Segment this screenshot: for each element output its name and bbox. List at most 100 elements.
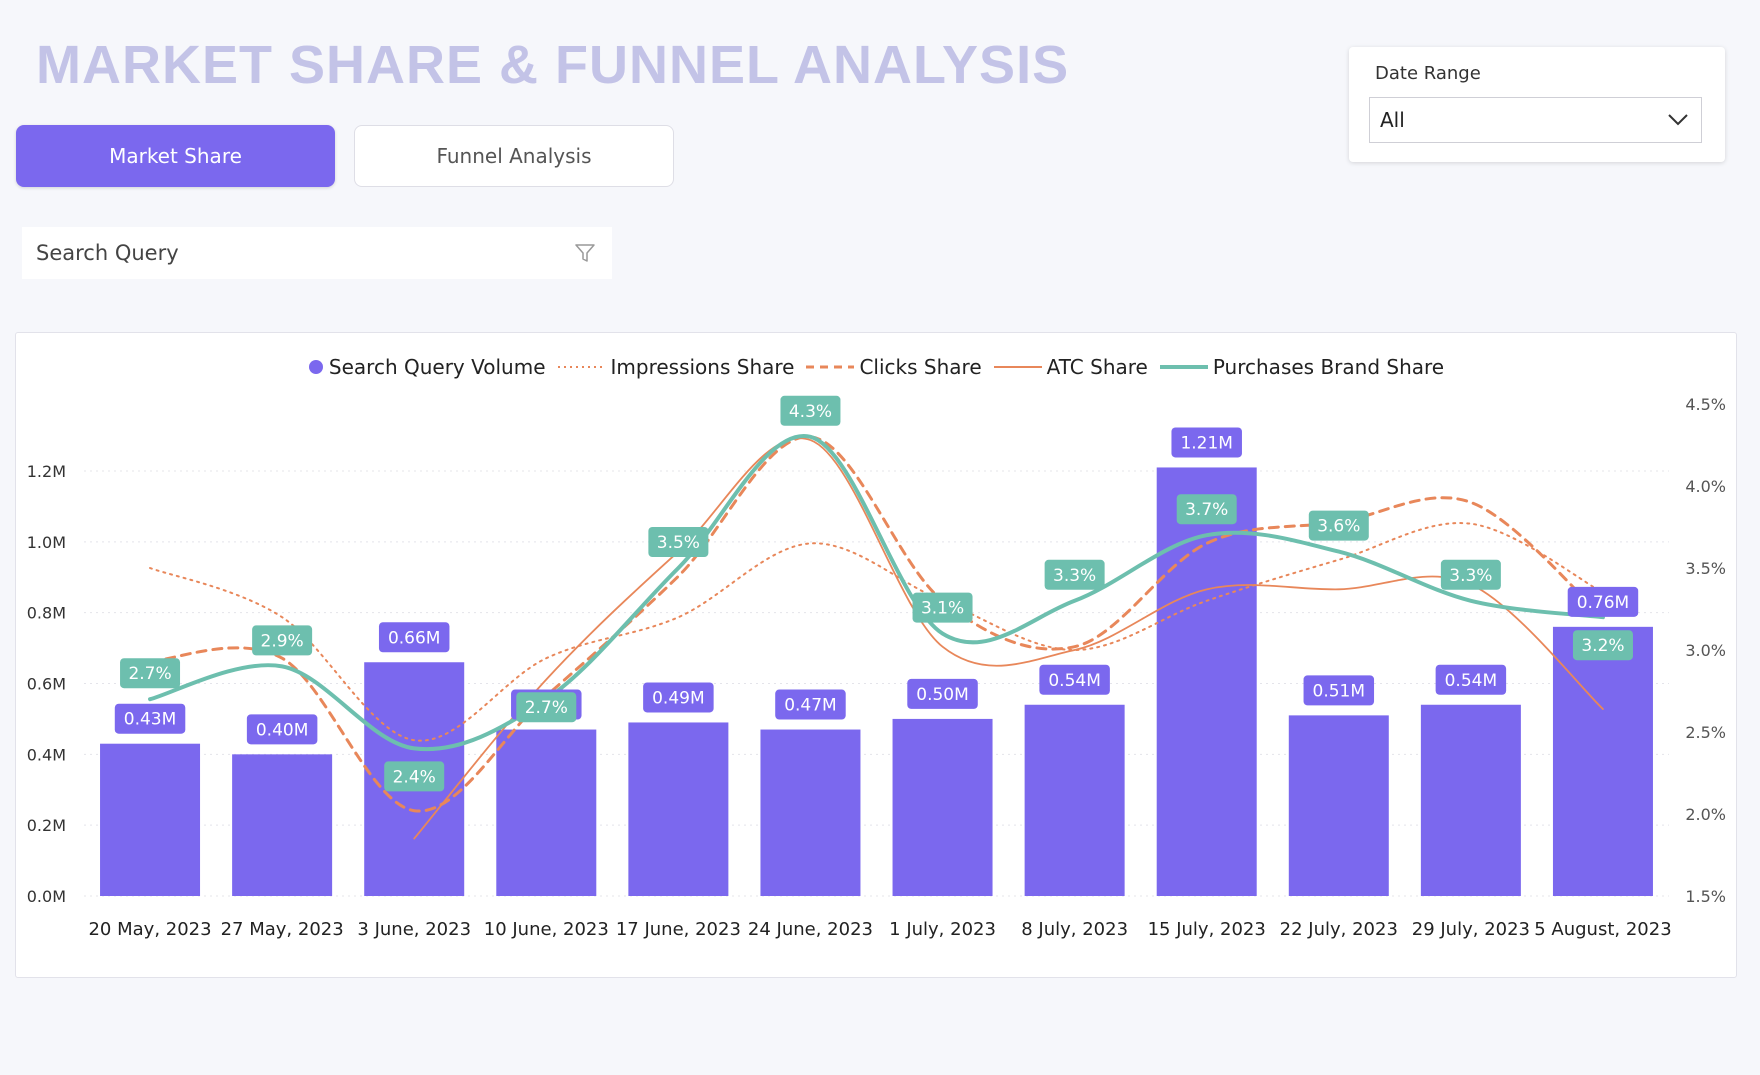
x-axis-tick: 3 June, 2023 xyxy=(357,919,471,940)
legend-label: Purchases Brand Share xyxy=(1212,355,1445,379)
y-axis-left-tick: 0.6M xyxy=(27,675,66,694)
data-label-text: 3.1% xyxy=(921,599,964,619)
legend-item-purchases-brand-share[interactable]: Purchases Brand Share xyxy=(1159,355,1445,379)
search-query-filter[interactable]: Search Query xyxy=(22,227,612,279)
legend-label: Search Query Volume xyxy=(328,355,546,379)
legend-item-search-query-volume[interactable]: Search Query Volume xyxy=(308,355,546,379)
data-label-text: 0.54M xyxy=(1445,671,1498,691)
data-label-text: 3.6% xyxy=(1317,517,1360,537)
data-label-box xyxy=(1039,664,1110,695)
bar-value-label: 0.54M xyxy=(1435,664,1507,695)
bar-value-label: 0.66M xyxy=(378,622,450,653)
data-label-box xyxy=(1440,559,1501,590)
purchases-share-label: 4.3% xyxy=(780,395,841,426)
data-label-text: 0.51M xyxy=(1313,681,1366,701)
purchases-share-label: 3.7% xyxy=(1176,494,1237,525)
purchases-share-label: 3.6% xyxy=(1308,510,1369,541)
data-label-box xyxy=(775,689,846,720)
bar-value-label: 0.49M xyxy=(643,682,714,713)
y-axis-left-tick: 0.0M xyxy=(27,887,66,906)
series-line-impressions-share xyxy=(149,522,1604,742)
data-label-text: 0.50M xyxy=(916,685,969,705)
purchases-share-label: 3.2% xyxy=(1572,630,1633,661)
data-label-text: 3.2% xyxy=(1581,636,1624,656)
data-label-box xyxy=(1435,664,1507,695)
legend-item-impressions-share[interactable]: Impressions Share xyxy=(557,355,795,379)
x-axis-tick: 5 August, 2023 xyxy=(1534,919,1671,940)
filter-icon[interactable] xyxy=(574,242,596,264)
date-range-label: Date Range xyxy=(1375,63,1481,84)
purchases-share-label: 2.9% xyxy=(252,625,313,656)
bar-value-label: 0.40M xyxy=(246,714,318,745)
data-label-text: 2.9% xyxy=(261,631,304,651)
data-label-box xyxy=(1567,586,1639,617)
y-axis-right-tick: 4.0% xyxy=(1685,477,1726,496)
x-axis-tick: 29 July, 2023 xyxy=(1412,919,1530,940)
purchases-share-label: 3.5% xyxy=(648,527,709,557)
date-range-value: All xyxy=(1380,108,1405,132)
data-label-text: 0.66M xyxy=(388,628,441,648)
bar xyxy=(1156,467,1257,896)
x-axis-tick: 24 June, 2023 xyxy=(748,919,873,940)
data-label-text: 2.4% xyxy=(393,767,436,787)
legend-label: Impressions Share xyxy=(610,355,795,379)
tab-funnel-analysis[interactable]: Funnel Analysis xyxy=(354,125,674,187)
y-axis-left-tick: 0.2M xyxy=(27,816,66,835)
y-axis-left-tick: 1.2M xyxy=(27,462,66,481)
data-label-box xyxy=(378,622,450,653)
bar xyxy=(892,718,993,896)
series-line-atc-share xyxy=(413,437,1604,840)
data-label-box xyxy=(912,592,973,623)
y-axis-left-tick: 0.8M xyxy=(27,604,66,623)
tab-market-share[interactable]: Market Share xyxy=(16,125,335,187)
y-axis-right-tick: 3.5% xyxy=(1685,559,1726,578)
data-label-text: 0.76M xyxy=(1577,593,1630,613)
data-label-box xyxy=(252,625,313,656)
data-label-text: 1.21M xyxy=(1180,433,1233,453)
tab-market-share-label: Market Share xyxy=(109,144,242,168)
legend-label: Clicks Share xyxy=(859,355,982,379)
date-range-dropdown[interactable]: All xyxy=(1369,97,1702,143)
y-axis-right-tick: 4.5% xyxy=(1685,395,1726,414)
data-label-text: 2.7% xyxy=(525,698,568,718)
y-axis-right-tick: 1.5% xyxy=(1685,887,1726,906)
bar xyxy=(496,729,597,896)
data-label-text: 3.3% xyxy=(1053,566,1096,586)
data-label-box xyxy=(1308,510,1369,541)
tab-funnel-analysis-label: Funnel Analysis xyxy=(436,144,592,168)
data-label-box xyxy=(1176,494,1237,525)
x-axis-tick: 27 May, 2023 xyxy=(221,919,344,940)
y-axis-right-tick: 2.5% xyxy=(1685,723,1726,742)
bar xyxy=(1024,704,1125,896)
data-label-text: 3.3% xyxy=(1449,566,1492,586)
legend-dashed-line-icon xyxy=(806,365,855,369)
series-line-purchases-brand-share xyxy=(148,434,1605,752)
date-range-slicer: Date Range All xyxy=(1349,47,1725,162)
bar xyxy=(1288,715,1389,896)
data-label-text: 0.49M xyxy=(652,688,705,708)
bar xyxy=(628,722,729,896)
y-axis-left-tick: 0.4M xyxy=(27,745,66,764)
data-label-text: 0.43M xyxy=(124,710,177,730)
x-axis-tick: 17 June, 2023 xyxy=(616,919,741,940)
data-label-text: 3.5% xyxy=(657,533,700,553)
legend-item-atc-share[interactable]: ATC Share xyxy=(993,355,1148,379)
bar-value-label: 0.47M xyxy=(775,689,846,720)
chevron-down-icon xyxy=(1668,114,1688,126)
purchases-share-label: 3.1% xyxy=(912,592,973,623)
data-label-text: 0.47M xyxy=(784,696,837,716)
combo-chart: 0.0M 0.2M 0.4M 0.6M 0.8M 1.0M 1.2M 1.5% 2.0% 2.5%… xyxy=(27,395,1726,940)
data-label-box xyxy=(1303,675,1375,706)
search-query-label: Search Query xyxy=(36,241,179,265)
data-label-box xyxy=(907,678,978,709)
data-label-box xyxy=(246,714,318,745)
data-label-text: 3.7% xyxy=(1185,500,1228,520)
bar xyxy=(100,743,201,896)
x-axis-tick: 22 July, 2023 xyxy=(1280,919,1398,940)
bar xyxy=(1552,626,1653,896)
data-label-text: 0.40M xyxy=(256,720,309,740)
data-label-text: 0.54M xyxy=(1048,671,1101,691)
legend-solid-line-icon xyxy=(993,366,1042,368)
bar-value-label: 0.54M xyxy=(1039,664,1110,695)
legend-item-clicks-share[interactable]: Clicks Share xyxy=(806,355,982,379)
